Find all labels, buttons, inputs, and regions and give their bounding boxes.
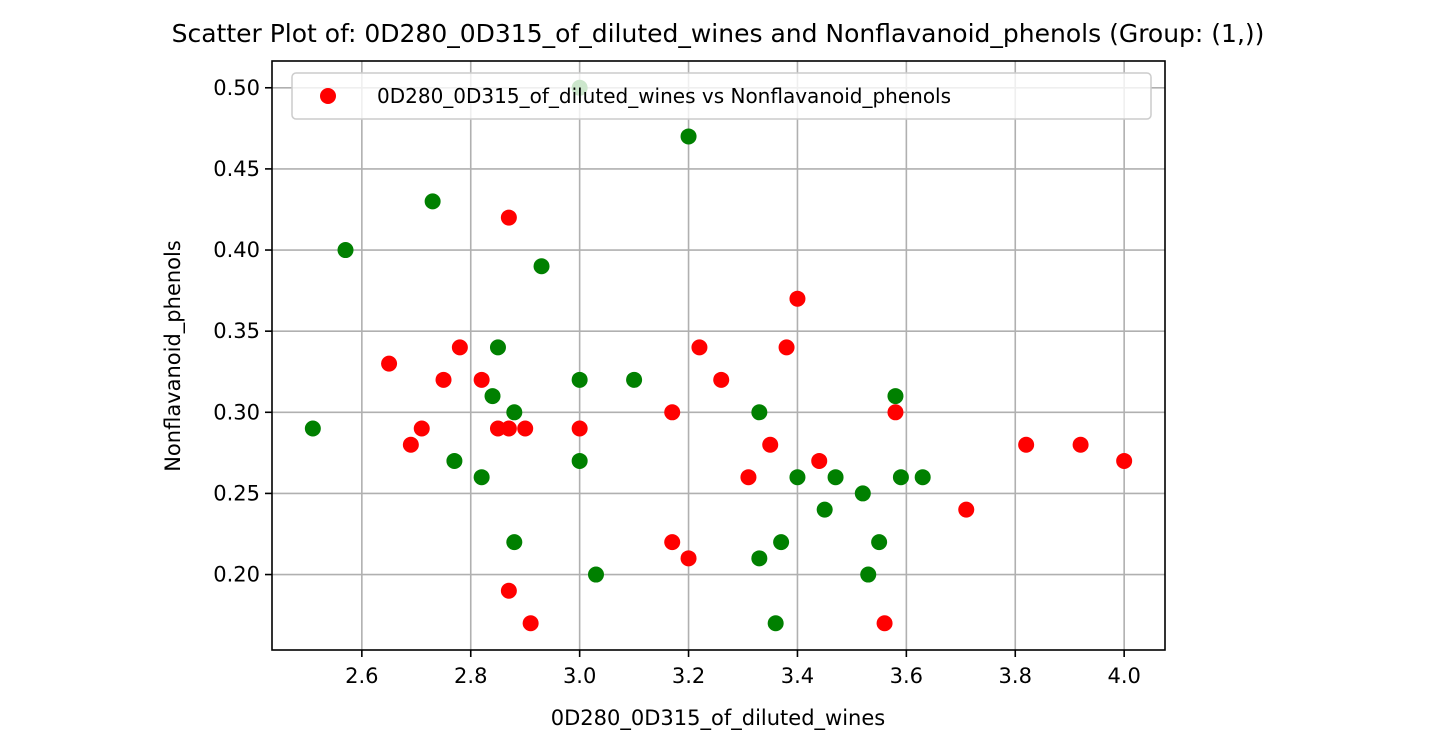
axis-ticks: 2.6 2.8 3.0 3.2 3.4 3.6 3.8 4.0 0.20 0.25 0.30 0.35… [213,76,1141,688]
y-tick-label: 0.20 [213,563,260,587]
data-point [571,420,588,437]
data-point [587,566,604,583]
x-tick-label: 4.0 [1107,664,1140,688]
y-tick-label: 0.40 [213,238,260,262]
x-tick-label: 3.2 [672,664,705,688]
x-tick-label: 3.4 [781,664,814,688]
data-point [680,550,697,567]
data-point [751,404,768,421]
data-point [778,339,795,356]
data-point [871,534,888,551]
data-point [713,371,730,388]
plot-frame [271,60,1166,651]
data-point [827,469,844,486]
data-point [1018,436,1035,453]
legend: 0D280_0D315_of_diluted_wines vs Nonflava… [291,72,1152,120]
data-point [892,469,909,486]
data-point [626,371,643,388]
data-point [887,404,904,421]
y-tick-label: 0.35 [213,319,260,343]
x-tick-label: 3.8 [999,664,1032,688]
data-point [484,388,501,405]
y-tick-label: 0.50 [213,76,260,100]
legend-box [291,72,1152,120]
data-point [958,501,975,518]
data-point [435,371,452,388]
x-tick-label: 3.6 [890,664,923,688]
data-point [424,193,441,210]
chart-title: Scatter Plot of: 0D280_0D315_of_diluted_… [172,19,1265,48]
y-tick-label: 0.45 [213,157,260,181]
legend-marker [320,88,336,104]
data-point [446,452,463,469]
data-point [762,436,779,453]
data-point [506,404,523,421]
x-tick-label: 2.6 [345,664,378,688]
data-point [500,209,517,226]
data-point [860,566,877,583]
data-point [500,420,517,437]
data-point [664,534,681,551]
data-point [789,469,806,486]
data-point [740,469,757,486]
data-point [522,615,539,632]
data-point [691,339,708,356]
data-point [402,436,419,453]
data-point [914,469,931,486]
data-point [751,550,768,567]
data-point [811,452,828,469]
y-axis-title: Nonflavanoid_phenols [161,240,186,472]
data-point [680,128,697,145]
data-point [789,290,806,307]
data-point [381,355,398,372]
data-point [664,404,681,421]
legend-label: 0D280_0D315_of_diluted_wines vs Nonflava… [377,84,951,108]
data-point [500,582,517,599]
data-point [876,615,893,632]
data-point [473,469,490,486]
data-point [1116,452,1133,469]
data-point [773,534,790,551]
data-point [304,420,321,437]
data-point [517,420,534,437]
x-axis-title: 0D280_0D315_of_diluted_wines [551,706,885,731]
y-tick-label: 0.30 [213,400,260,424]
data-point [767,615,784,632]
data-point [533,258,550,275]
data-point [337,242,354,259]
data-point [451,339,468,356]
y-tick-label: 0.25 [213,481,260,505]
x-tick-label: 2.8 [454,664,487,688]
data-point [816,501,833,518]
data-point [1072,436,1089,453]
x-tick-label: 3.0 [563,664,596,688]
data-point [571,452,588,469]
data-point [854,485,871,502]
data-point [413,420,430,437]
data-point [887,388,904,405]
data-point [489,339,506,356]
data-point [506,534,523,551]
data-point [473,371,490,388]
data-point [571,371,588,388]
